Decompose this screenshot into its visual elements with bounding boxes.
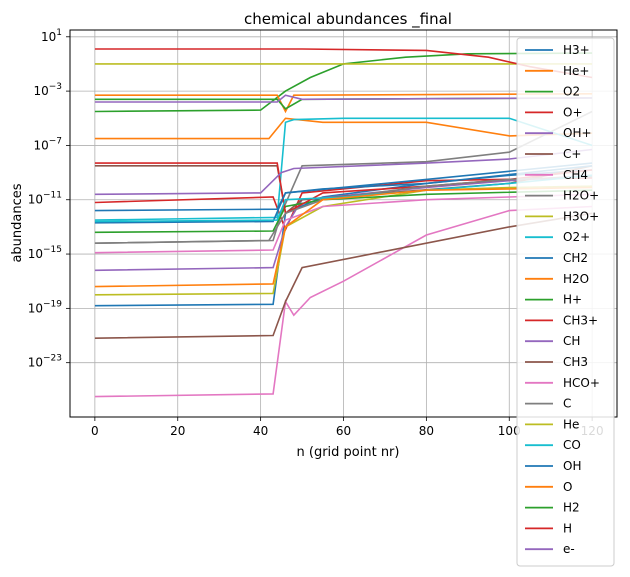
legend-label: H3+ [563,43,590,57]
legend-label: H3O+ [563,209,599,223]
series-line-e- [94,94,593,103]
legend-label: H+ [563,293,582,307]
series-line-he- [94,117,593,140]
legend-label: O2 [563,85,580,99]
x-tick-label: 0 [91,424,99,438]
legend-label: H2O [563,272,589,286]
y-tick-label: 101 [41,28,62,44]
y-axis-label: abundances [10,183,25,262]
legend-label: He+ [563,64,589,78]
legend-label: CH2 [563,251,588,265]
legend-label: CO [563,438,581,452]
legend-label: H2 [563,501,580,515]
x-tick-label: 20 [170,424,185,438]
legend: H3+He+O2O+OH+C+CH4H2O+H3O+O2+CH2H2OH+CH3… [516,37,615,567]
y-tick-label: 10−23 [28,354,62,370]
legend-label: HCO+ [563,376,600,390]
series-line-ch [94,148,593,196]
chart-title: chemical abundances _final [244,10,452,29]
y-tick-label: 10−3 [33,82,62,98]
x-tick-label: 60 [336,424,351,438]
series-line-h2o [94,93,593,114]
series-line-o2- [94,117,593,221]
series-line-h2o- [94,110,593,244]
legend-label: OH [563,459,581,473]
x-tick-label: 40 [253,424,268,438]
x-axis-label: n (grid point nr) [297,445,400,460]
legend-label: CH3+ [563,313,598,327]
y-axis-ticks: 101 10−3 10−7 10−11 10−15 10−19 10−23 [28,28,70,370]
legend-label: CH3 [563,355,588,369]
y-tick-label: 10−19 [28,299,63,315]
series-line-hco- [94,193,593,254]
legend-label: CH [563,334,580,348]
legend-label: O+ [563,105,583,119]
legend-label: H [563,521,572,535]
x-tick-label: 100 [498,424,521,438]
legend-label: C+ [563,147,581,161]
series-line-o [94,186,593,288]
x-tick-label: 80 [419,424,434,438]
y-tick-label: 10−7 [33,136,62,152]
legend-label: He [563,417,579,431]
legend-label: H2O+ [563,189,599,203]
legend-box [516,37,615,567]
series-line-ch3 [94,212,593,339]
y-tick-label: 10−11 [28,191,62,207]
series-line-ch4 [94,205,593,398]
y-tick-label: 10−15 [28,245,62,261]
legend-label: OH+ [563,126,592,140]
legend-label: O2+ [563,230,590,244]
legend-label: e- [563,542,575,556]
legend-label: CH4 [563,168,588,182]
legend-label: C [563,397,571,411]
legend-label: O [563,480,572,494]
series-line-oh [94,162,593,212]
